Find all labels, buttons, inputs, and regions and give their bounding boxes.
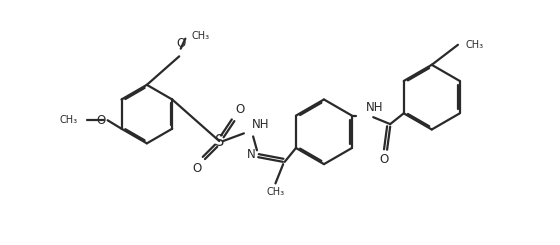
Text: CH₃: CH₃ — [59, 115, 77, 125]
Text: O: O — [176, 37, 185, 50]
Text: CH₃: CH₃ — [192, 31, 209, 41]
Text: O: O — [235, 103, 245, 116]
Text: S: S — [214, 134, 224, 148]
Text: CH₃: CH₃ — [267, 187, 284, 197]
Text: N: N — [246, 148, 255, 161]
Text: O: O — [379, 153, 389, 166]
Text: NH: NH — [366, 101, 383, 114]
Text: O: O — [96, 114, 105, 127]
Text: CH₃: CH₃ — [465, 40, 484, 50]
Text: O: O — [192, 162, 202, 175]
Text: NH: NH — [251, 118, 269, 131]
